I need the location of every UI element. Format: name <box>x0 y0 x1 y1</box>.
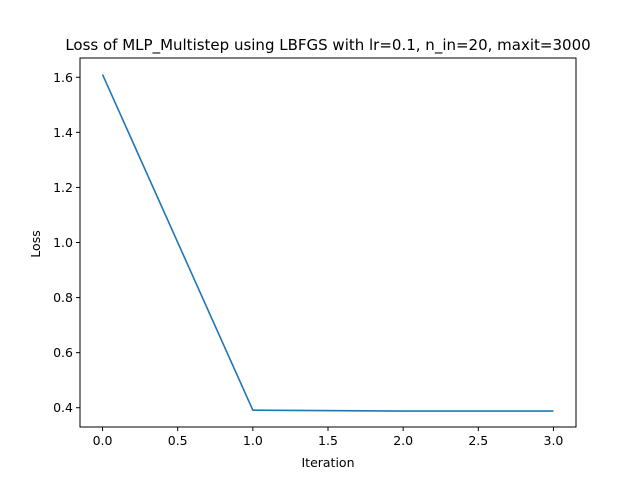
y-axis-label: Loss <box>28 230 43 257</box>
y-tick-label: 1.4 <box>53 125 73 140</box>
y-tick-label: 0.8 <box>53 290 73 305</box>
x-tick-label: 2.0 <box>393 433 413 448</box>
x-tick-label: 0.5 <box>168 433 188 448</box>
x-axis: 0.0 0.5 1.0 1.5 2.0 2.5 3.0 <box>93 427 564 448</box>
loss-series-line <box>101 74 554 412</box>
axes-frame <box>79 57 577 428</box>
y-axis: 0.4 0.6 0.8 1.0 1.2 1.4 1.6 <box>53 70 80 415</box>
y-tick-label: 1.0 <box>53 235 73 250</box>
chart-title: Loss of MLP_Multistep using LBFGS with l… <box>65 36 590 55</box>
x-tick-label: 1.0 <box>243 433 263 448</box>
x-tick-label: 1.5 <box>318 433 338 448</box>
plot-area <box>101 74 554 412</box>
y-tick-label: 0.4 <box>53 400 73 415</box>
x-tick-label: 2.5 <box>468 433 488 448</box>
y-tick-label: 1.2 <box>53 180 73 195</box>
x-tick-label: 3.0 <box>544 433 564 448</box>
x-axis-label: Iteration <box>301 455 354 470</box>
x-tick-label: 0.0 <box>93 433 113 448</box>
y-tick-label: 1.6 <box>53 70 73 85</box>
y-tick-label: 0.6 <box>53 345 73 360</box>
